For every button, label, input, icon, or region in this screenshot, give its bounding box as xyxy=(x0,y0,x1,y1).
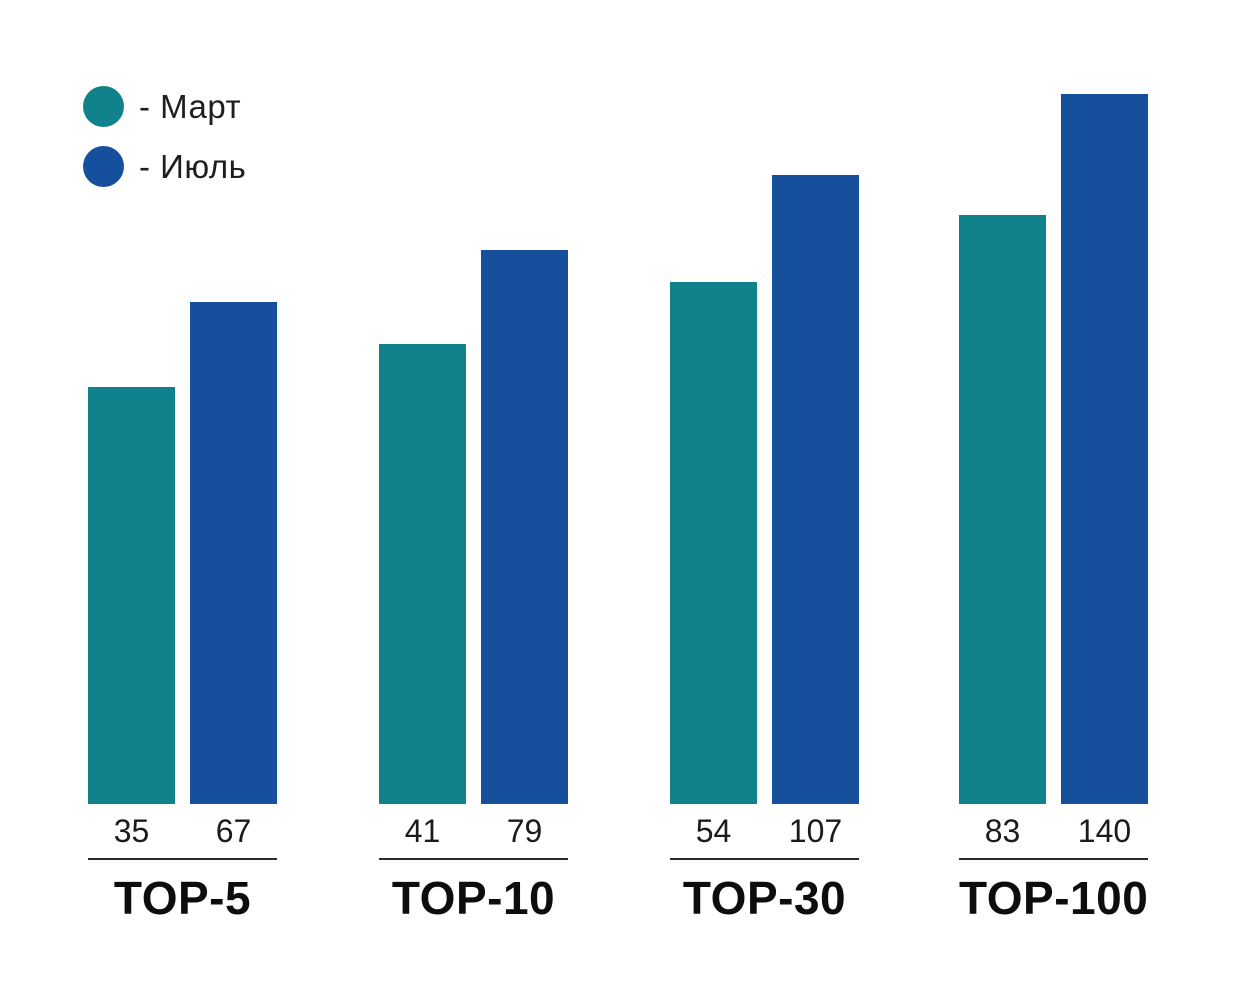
value-label-july-top-5: 67 xyxy=(215,812,252,849)
group-underline xyxy=(88,858,277,860)
value-labels: 41 79 xyxy=(379,804,568,858)
value-label-march-top-5: 35 xyxy=(113,812,150,849)
bar-pair xyxy=(88,0,277,804)
value-label-july-top-100: 140 xyxy=(1077,812,1132,849)
value-labels: 83 140 xyxy=(959,804,1148,858)
legend-item-july: - Июль xyxy=(83,146,246,187)
bar-march-top-100 xyxy=(959,215,1046,804)
march-color-dot-icon xyxy=(83,86,124,127)
bar-pair xyxy=(670,0,859,804)
chart-group-top-5: 35 67 TOP-5 xyxy=(88,0,277,925)
legend-label-march: - Март xyxy=(139,87,242,125)
value-label-march-top-100: 83 xyxy=(984,812,1021,849)
category-label-top-30: TOP-30 xyxy=(682,872,847,924)
value-label-march-top-10: 41 xyxy=(404,812,441,849)
group-underline xyxy=(959,858,1148,860)
legend-label-july: - Июль xyxy=(139,147,247,185)
category-label-top-5: TOP-5 xyxy=(113,872,252,924)
value-label-july-top-30: 107 xyxy=(788,812,843,849)
legend-item-march: - Март xyxy=(83,86,246,127)
chart-group-top-10: 41 79 TOP-10 xyxy=(379,0,568,925)
bar-july-top-10 xyxy=(481,250,568,804)
group-underline xyxy=(670,858,859,860)
value-label-march-top-30: 54 xyxy=(695,812,732,849)
bar-march-top-10 xyxy=(379,344,466,804)
category-label-top-100: TOP-100 xyxy=(959,872,1149,924)
value-labels: 35 67 xyxy=(88,804,277,858)
chart-group-top-30: 54 107 TOP-30 xyxy=(670,0,859,925)
bar-pair xyxy=(379,0,568,804)
value-label-july-top-10: 79 xyxy=(506,812,543,849)
july-color-dot-icon xyxy=(83,146,124,187)
group-underline xyxy=(379,858,568,860)
bar-pair xyxy=(959,0,1148,804)
bar-july-top-100 xyxy=(1061,94,1148,804)
bar-july-top-30 xyxy=(772,175,859,804)
bar-march-top-30 xyxy=(670,282,757,804)
legend: - Март - Июль xyxy=(83,86,246,187)
category-label-top-10: TOP-10 xyxy=(391,872,556,924)
bar-march-top-5 xyxy=(88,387,175,804)
bar-july-top-5 xyxy=(190,302,277,804)
value-labels: 54 107 xyxy=(670,804,859,858)
chart-group-top-100: 83 140 TOP-100 xyxy=(959,0,1148,925)
